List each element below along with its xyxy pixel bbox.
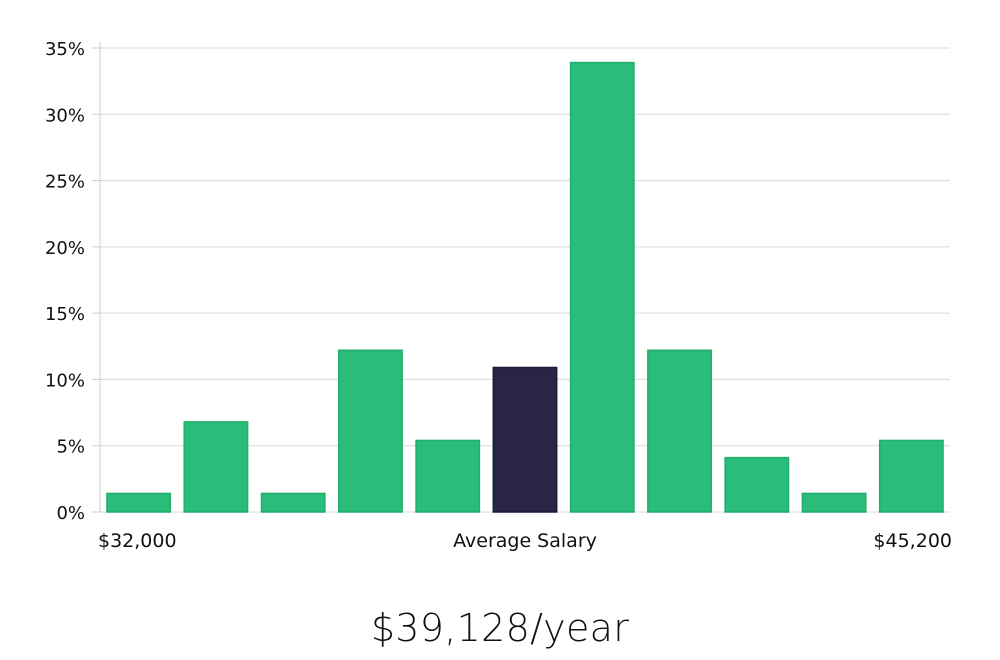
y-tick-label: 0% (56, 503, 85, 524)
chart-svg: 0% 5% 10% 15% 20% 25% 30% 35% $32,000 Average Sal… (45, 39, 952, 552)
x-max-label: $45,200 (873, 530, 952, 552)
bar (569, 61, 635, 513)
x-min-label: $32,000 (98, 530, 177, 552)
y-tick-label: 25% (45, 172, 85, 193)
y-tick-label: 30% (45, 105, 85, 126)
bar (801, 492, 867, 513)
bar (878, 439, 944, 513)
bar (724, 456, 790, 513)
bar (415, 439, 481, 513)
y-tick-label: 15% (45, 304, 85, 325)
y-tick-label: 35% (45, 39, 85, 60)
average-salary-value: $39,128/year (370, 606, 630, 650)
y-tick-label: 10% (45, 370, 85, 391)
highlighted-bar (492, 366, 558, 513)
bar (338, 349, 403, 513)
y-tick-label: 5% (56, 437, 85, 458)
bar (106, 492, 172, 513)
salary-distribution-chart: 0% 5% 10% 15% 20% 25% 30% 35% $32,000 Average Sal… (45, 39, 952, 552)
bar (183, 421, 249, 513)
bar (260, 492, 326, 513)
bar (647, 349, 712, 513)
x-axis-label: Average Salary (453, 530, 597, 552)
y-tick-label: 20% (45, 238, 85, 259)
